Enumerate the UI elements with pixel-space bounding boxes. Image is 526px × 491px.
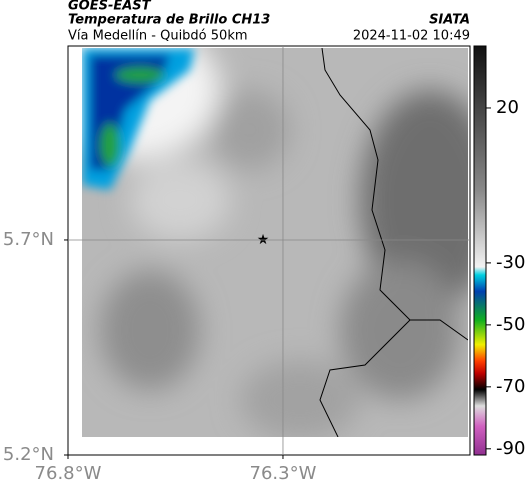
datetime: 2024-11-02 10:49 xyxy=(353,29,470,44)
satellite-image xyxy=(82,48,468,437)
y-tick-label: 5.2°N xyxy=(3,444,54,465)
x-tick-label: 76.3°W xyxy=(250,463,317,484)
colorbar-tick-label: 20 xyxy=(496,97,519,118)
colorbar-tick-label: -50 xyxy=(496,314,525,335)
colorbar xyxy=(473,45,487,456)
colorbar-tick-label: -70 xyxy=(496,376,525,397)
subtitle: Temperatura de Brillo CH13 xyxy=(68,13,270,28)
x-tick-label: 76.8°W xyxy=(35,463,102,484)
title: GOES-EAST xyxy=(68,0,152,14)
colorbar-tick-label: -90 xyxy=(496,438,525,459)
route: Vía Medellín - Quibdó 50km xyxy=(68,29,248,44)
map-frame xyxy=(67,45,471,456)
source: SIATA xyxy=(429,13,470,28)
y-tick-label: 5.7°N xyxy=(3,229,54,250)
colorbar-tick-label: -30 xyxy=(496,252,525,273)
